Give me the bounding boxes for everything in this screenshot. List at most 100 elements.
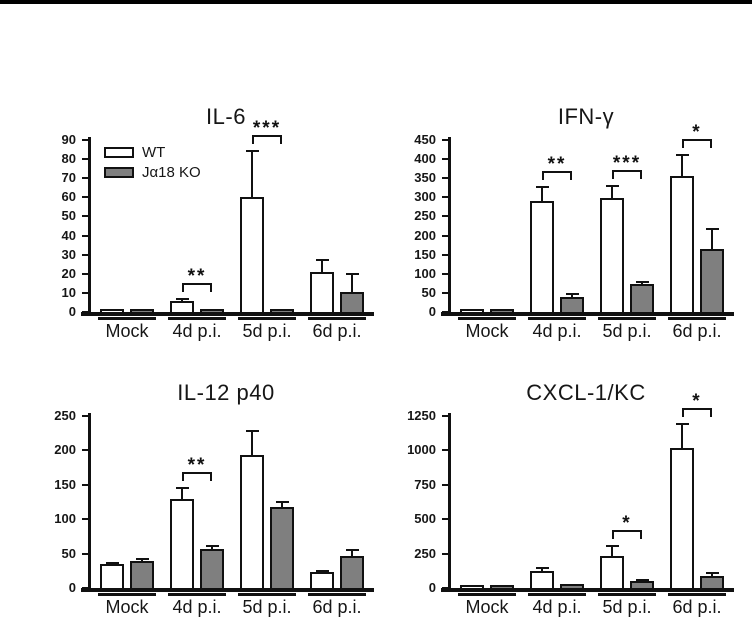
y-tick-label: 500 — [414, 511, 436, 527]
y-tick-mark — [442, 449, 449, 452]
group-label: 6d p.i. — [312, 321, 362, 341]
chart-panel-il-12-p40: IL-12 p40 0 50 100 150 200 250 ** Mock 4d p.i. 5d … — [30, 372, 382, 628]
significance-stars: ** — [187, 454, 207, 476]
x-axis-labels: Mock 4d p.i. 5d p.i. 6d p.i. — [92, 588, 372, 626]
group-underline — [598, 593, 656, 596]
y-tick-label: 20 — [61, 265, 76, 281]
bar-wt — [310, 572, 334, 588]
figure-grid: IL-6 0 10 20 30 40 50 60 70 80 90 ** *** WT Jα18 KO Moc… — [30, 96, 742, 628]
y-tick-mark — [82, 196, 89, 199]
chart-panel-ifn: IFN-γ 0 50 100 150 200 250 300 350 400 450 ** *** * Mo… — [390, 96, 742, 352]
significance-stars: * — [692, 390, 702, 412]
bar-wt — [670, 175, 694, 312]
error-bar — [245, 149, 259, 198]
group-underline — [598, 317, 656, 320]
x-axis-labels: Mock 4d p.i. 5d p.i. 6d p.i. — [92, 312, 372, 350]
significance-bracket — [182, 471, 212, 481]
y-tick-mark — [442, 158, 449, 161]
y-tick-label: 50 — [421, 284, 436, 300]
error-bar — [315, 258, 329, 273]
legend-swatch-j-18-ko — [104, 166, 134, 178]
group-underline — [308, 317, 366, 320]
group-label: 4d p.i. — [532, 597, 582, 617]
significance-bracket — [682, 407, 712, 417]
y-tick-label: 1000 — [407, 442, 436, 458]
y-tick-label: 250 — [414, 545, 436, 561]
group-label: 5d p.i. — [602, 597, 652, 617]
bar-wt — [670, 447, 694, 588]
group-underline — [528, 593, 586, 596]
y-tick-mark — [82, 587, 89, 589]
error-bar — [315, 570, 329, 573]
y-tick-mark — [82, 272, 89, 275]
y-tick-label: 0 — [68, 580, 76, 595]
significance-stars: *** — [612, 153, 642, 175]
y-tick-mark — [442, 415, 449, 417]
y-tick-mark — [442, 291, 449, 294]
y-axis-line — [448, 137, 451, 316]
bar-wt — [100, 563, 124, 588]
y-tick-mark — [442, 311, 449, 313]
bar-j-18-ko — [490, 585, 514, 588]
error-bar — [675, 153, 689, 177]
y-tick-label: 100 — [54, 511, 76, 527]
error-bar — [705, 571, 719, 577]
significance-stars: ** — [187, 265, 207, 287]
bar-j-18-ko — [340, 555, 364, 588]
y-tick-label: 250 — [414, 208, 436, 224]
group-label: 5d p.i. — [602, 321, 652, 341]
group-label: 4d p.i. — [172, 597, 222, 617]
y-tick-mark — [442, 196, 449, 199]
bar-wt — [600, 556, 624, 588]
significance-bracket — [682, 138, 712, 148]
chart-title: IL-12 p40 — [177, 380, 275, 405]
bar-wt — [530, 570, 554, 588]
group-label: 4d p.i. — [532, 321, 582, 341]
bar-j-18-ko — [200, 309, 224, 312]
bar-wt — [170, 498, 194, 588]
bar-wt — [460, 585, 484, 588]
group-label: 4d p.i. — [172, 321, 222, 341]
chart-panel-il-6: IL-6 0 10 20 30 40 50 60 70 80 90 ** *** WT Jα18 KO Moc… — [30, 96, 382, 352]
group-underline — [458, 317, 516, 320]
y-tick-label: 0 — [428, 580, 436, 595]
x-axis-line — [441, 588, 734, 592]
group-label: Mock — [105, 597, 149, 617]
y-tick-mark — [442, 253, 449, 256]
legend: WT Jα18 KO — [104, 142, 201, 182]
group-label: 5d p.i. — [242, 321, 292, 341]
y-tick-label: 30 — [61, 246, 76, 262]
group-underline — [668, 317, 726, 320]
bar-j-18-ko — [340, 291, 364, 312]
y-tick-label: 150 — [54, 476, 76, 492]
significance-bracket — [182, 282, 212, 292]
group-underline — [458, 593, 516, 596]
significance-bracket — [252, 134, 282, 144]
group-underline — [238, 593, 296, 596]
top-border-rule — [0, 0, 752, 4]
y-tick-mark — [82, 291, 89, 294]
error-bar — [175, 297, 189, 301]
y-tick-mark — [442, 552, 449, 555]
bar-wt — [530, 201, 554, 312]
y-tick-mark — [82, 253, 89, 256]
y-tick-label: 150 — [414, 246, 436, 262]
error-bar — [535, 185, 549, 202]
y-tick-mark — [82, 518, 89, 521]
y-tick-label: 400 — [414, 151, 436, 167]
group-label: 6d p.i. — [312, 597, 362, 617]
bar-j-18-ko — [560, 583, 584, 588]
bar-j-18-ko — [700, 249, 724, 312]
bar-j-18-ko — [560, 297, 584, 312]
legend-label: Jα18 KO — [142, 163, 201, 181]
significance-bracket — [612, 170, 642, 180]
legend-item-wt: WT — [104, 142, 201, 162]
group-label: 5d p.i. — [242, 597, 292, 617]
y-tick-label: 90 — [61, 132, 76, 147]
bar-wt — [240, 197, 264, 312]
bar-wt — [170, 300, 194, 312]
y-tick-mark — [82, 552, 89, 555]
y-tick-label: 40 — [61, 227, 76, 243]
error-bar — [565, 292, 579, 298]
